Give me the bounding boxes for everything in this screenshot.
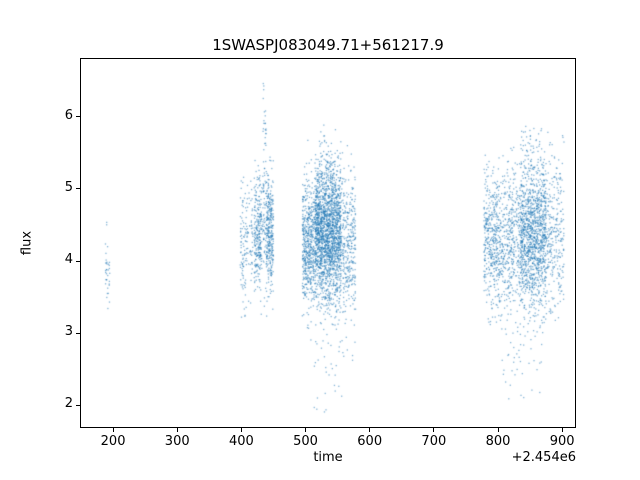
y-tick-label: 4: [64, 252, 73, 268]
chart-title: 1SWASPJ083049.71+561217.9: [212, 36, 444, 54]
x-tick-mark: [561, 428, 563, 432]
x-tick-mark: [112, 428, 114, 432]
x-tick-label: 200: [100, 434, 126, 449]
x-axis-offset-text: +2.454e6: [511, 450, 576, 465]
y-tick-mark: [76, 116, 80, 118]
x-tick-mark: [497, 428, 499, 432]
x-tick-mark: [305, 428, 307, 432]
scatter-points-layer: [81, 59, 575, 427]
y-tick-mark: [76, 404, 80, 406]
x-axis-label: time: [313, 450, 343, 465]
y-tick-label: 3: [64, 324, 73, 340]
y-tick-label: 6: [64, 107, 73, 123]
x-tick-mark: [240, 428, 242, 432]
y-tick-mark: [76, 260, 80, 262]
x-tick-mark: [369, 428, 371, 432]
x-tick-mark: [176, 428, 178, 432]
x-tick-label: 400: [228, 434, 254, 449]
y-tick-label: 2: [64, 396, 73, 412]
x-tick-mark: [433, 428, 435, 432]
plot-area: [80, 58, 576, 428]
x-tick-label: 700: [421, 434, 447, 449]
x-tick-label: 900: [549, 434, 575, 449]
x-tick-label: 600: [357, 434, 383, 449]
x-tick-label: 300: [164, 434, 190, 449]
y-axis-label: flux: [19, 230, 35, 256]
y-tick-mark: [76, 188, 80, 190]
y-tick-label: 5: [64, 179, 73, 195]
x-tick-label: 800: [485, 434, 511, 449]
x-tick-label: 500: [293, 434, 318, 449]
y-tick-mark: [76, 332, 80, 334]
